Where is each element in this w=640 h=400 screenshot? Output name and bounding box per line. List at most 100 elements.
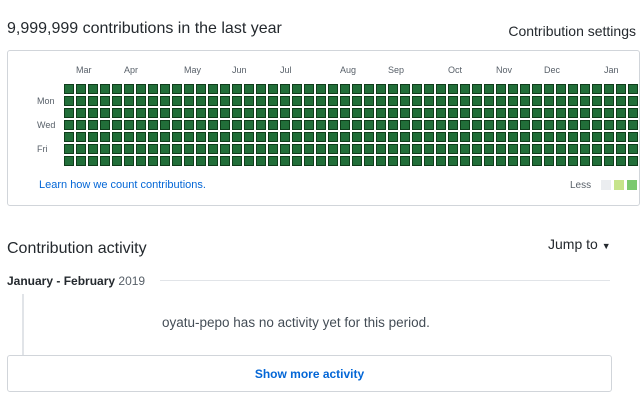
contribution-day-cell[interactable] (616, 156, 626, 166)
contribution-day-cell[interactable] (472, 156, 482, 166)
contribution-day-cell[interactable] (64, 132, 74, 142)
contribution-day-cell[interactable] (124, 144, 134, 154)
contribution-day-cell[interactable] (376, 144, 386, 154)
contribution-day-cell[interactable] (280, 132, 290, 142)
contribution-day-cell[interactable] (508, 156, 518, 166)
contribution-day-cell[interactable] (496, 96, 506, 106)
contribution-day-cell[interactable] (340, 132, 350, 142)
contribution-day-cell[interactable] (292, 132, 302, 142)
contribution-day-cell[interactable] (568, 156, 578, 166)
contribution-day-cell[interactable] (472, 84, 482, 94)
contribution-day-cell[interactable] (496, 132, 506, 142)
contribution-day-cell[interactable] (304, 144, 314, 154)
contribution-day-cell[interactable] (196, 156, 206, 166)
contribution-day-cell[interactable] (616, 84, 626, 94)
contribution-day-cell[interactable] (484, 108, 494, 118)
contribution-day-cell[interactable] (220, 84, 230, 94)
contribution-day-cell[interactable] (160, 108, 170, 118)
contribution-day-cell[interactable] (508, 144, 518, 154)
contribution-day-cell[interactable] (412, 156, 422, 166)
contribution-day-cell[interactable] (64, 108, 74, 118)
contribution-day-cell[interactable] (112, 108, 122, 118)
contribution-day-cell[interactable] (580, 84, 590, 94)
contribution-day-cell[interactable] (412, 132, 422, 142)
contribution-day-cell[interactable] (400, 132, 410, 142)
contribution-day-cell[interactable] (424, 108, 434, 118)
contribution-day-cell[interactable] (460, 144, 470, 154)
show-more-activity-button[interactable]: Show more activity (7, 355, 612, 392)
contribution-day-cell[interactable] (136, 132, 146, 142)
contribution-day-cell[interactable] (148, 144, 158, 154)
contribution-day-cell[interactable] (112, 96, 122, 106)
contribution-day-cell[interactable] (76, 84, 86, 94)
contribution-day-cell[interactable] (568, 120, 578, 130)
contribution-day-cell[interactable] (496, 144, 506, 154)
contribution-day-cell[interactable] (352, 120, 362, 130)
contribution-day-cell[interactable] (352, 144, 362, 154)
contribution-day-cell[interactable] (172, 96, 182, 106)
contribution-day-cell[interactable] (484, 120, 494, 130)
contribution-day-cell[interactable] (532, 156, 542, 166)
contribution-day-cell[interactable] (148, 84, 158, 94)
contribution-day-cell[interactable] (292, 156, 302, 166)
contribution-day-cell[interactable] (244, 108, 254, 118)
contribution-day-cell[interactable] (400, 108, 410, 118)
contribution-day-cell[interactable] (436, 144, 446, 154)
contribution-day-cell[interactable] (184, 84, 194, 94)
contribution-day-cell[interactable] (448, 84, 458, 94)
contribution-day-cell[interactable] (628, 84, 638, 94)
contribution-day-cell[interactable] (220, 108, 230, 118)
contribution-day-cell[interactable] (604, 108, 614, 118)
contribution-day-cell[interactable] (400, 84, 410, 94)
contribution-day-cell[interactable] (304, 96, 314, 106)
contribution-day-cell[interactable] (592, 132, 602, 142)
contribution-day-cell[interactable] (556, 120, 566, 130)
contribution-day-cell[interactable] (268, 108, 278, 118)
contribution-day-cell[interactable] (76, 156, 86, 166)
contribution-day-cell[interactable] (136, 108, 146, 118)
contribution-day-cell[interactable] (196, 96, 206, 106)
contribution-day-cell[interactable] (172, 144, 182, 154)
contribution-day-cell[interactable] (100, 120, 110, 130)
contribution-day-cell[interactable] (580, 96, 590, 106)
contribution-day-cell[interactable] (268, 156, 278, 166)
contribution-day-cell[interactable] (136, 120, 146, 130)
contribution-day-cell[interactable] (388, 144, 398, 154)
contribution-day-cell[interactable] (328, 156, 338, 166)
contribution-day-cell[interactable] (88, 156, 98, 166)
contribution-day-cell[interactable] (208, 120, 218, 130)
contribution-day-cell[interactable] (112, 84, 122, 94)
contribution-day-cell[interactable] (616, 108, 626, 118)
contribution-day-cell[interactable] (196, 108, 206, 118)
contribution-day-cell[interactable] (148, 132, 158, 142)
contribution-day-cell[interactable] (376, 132, 386, 142)
contribution-day-cell[interactable] (316, 120, 326, 130)
contribution-day-cell[interactable] (556, 144, 566, 154)
contribution-day-cell[interactable] (364, 120, 374, 130)
contribution-day-cell[interactable] (292, 144, 302, 154)
contribution-day-cell[interactable] (136, 156, 146, 166)
contribution-day-cell[interactable] (520, 96, 530, 106)
contribution-day-cell[interactable] (208, 84, 218, 94)
learn-contributions-link[interactable]: Learn how we count contributions. (39, 179, 206, 191)
contribution-day-cell[interactable] (364, 84, 374, 94)
contribution-day-cell[interactable] (580, 108, 590, 118)
contribution-day-cell[interactable] (448, 132, 458, 142)
contribution-day-cell[interactable] (304, 132, 314, 142)
contribution-day-cell[interactable] (160, 96, 170, 106)
contribution-day-cell[interactable] (208, 108, 218, 118)
contribution-day-cell[interactable] (148, 108, 158, 118)
contribution-day-cell[interactable] (64, 84, 74, 94)
contribution-day-cell[interactable] (292, 120, 302, 130)
contribution-day-cell[interactable] (208, 96, 218, 106)
contribution-day-cell[interactable] (184, 96, 194, 106)
contribution-day-cell[interactable] (112, 132, 122, 142)
contribution-day-cell[interactable] (388, 84, 398, 94)
contribution-day-cell[interactable] (340, 108, 350, 118)
contribution-day-cell[interactable] (628, 120, 638, 130)
contribution-day-cell[interactable] (448, 156, 458, 166)
contribution-day-cell[interactable] (628, 132, 638, 142)
contribution-day-cell[interactable] (448, 96, 458, 106)
contribution-day-cell[interactable] (220, 120, 230, 130)
contribution-day-cell[interactable] (196, 120, 206, 130)
